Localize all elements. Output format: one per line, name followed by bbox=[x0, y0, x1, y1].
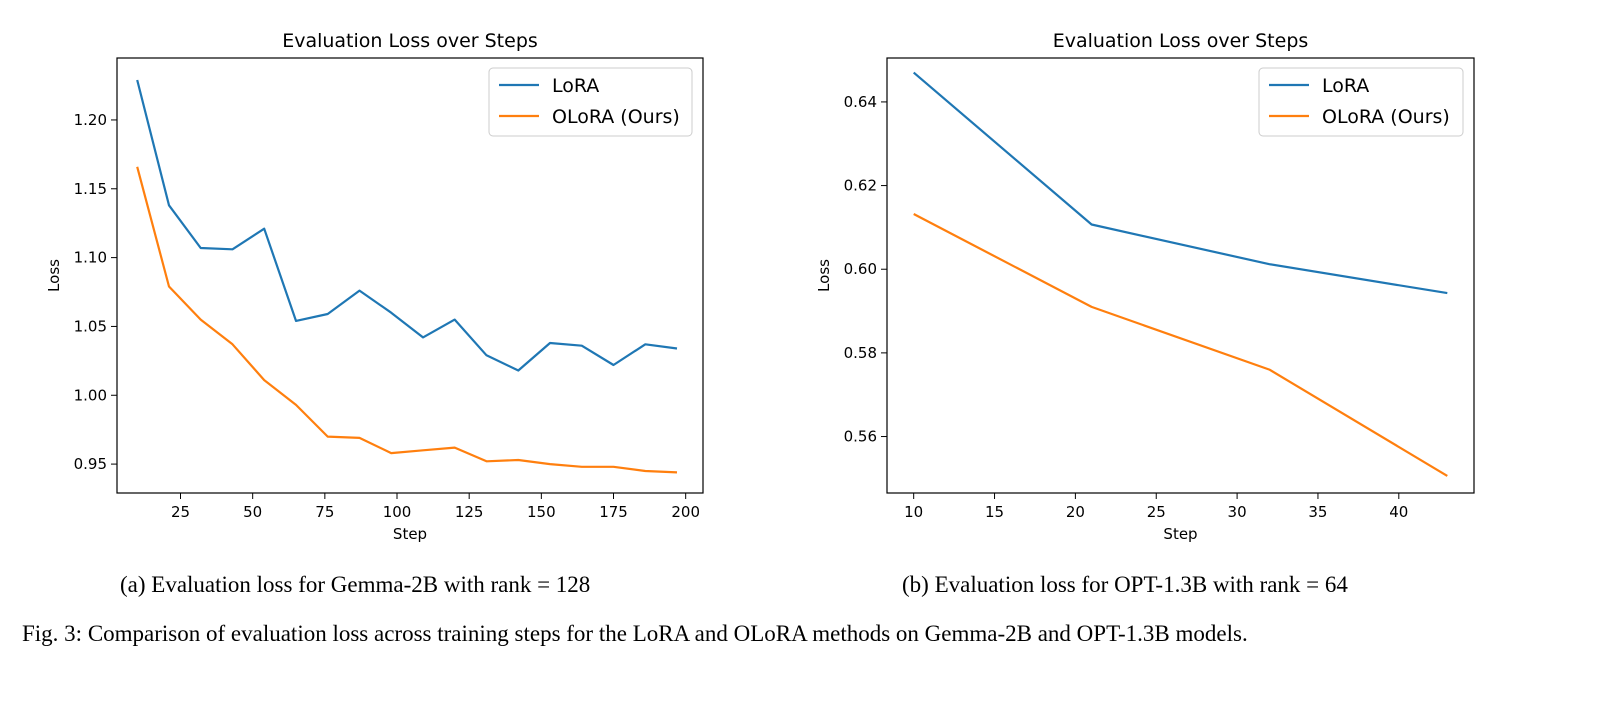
subcaption-b: (b) Evaluation loss for OPT-1.3B with ra… bbox=[902, 572, 1348, 597]
x-tick-label: 100 bbox=[383, 503, 412, 521]
y-tick-label: 0.95 bbox=[74, 455, 107, 473]
legend-label: LoRA bbox=[552, 75, 599, 97]
subcaption-a: (a) Evaluation loss for Gemma-2B with ra… bbox=[120, 572, 591, 597]
x-axis-label: Step bbox=[1163, 525, 1197, 543]
y-axis-label: Loss bbox=[815, 259, 833, 292]
legend: LoRA OLoRA (Ours) bbox=[1258, 67, 1464, 137]
legend-box bbox=[1258, 67, 1464, 137]
series-line-olora bbox=[913, 213, 1448, 477]
y-tick-label: 0.56 bbox=[844, 428, 877, 446]
x-tick-label: 35 bbox=[1308, 503, 1327, 521]
figure-caption: Fig. 3: Comparison of evaluation loss ac… bbox=[22, 621, 1248, 646]
x-tick-label: 175 bbox=[599, 503, 628, 521]
chart-gemma-2b: Evaluation Loss over Steps 25 50 75 100 125 15… bbox=[45, 30, 704, 543]
series-line-lora bbox=[912, 71, 1448, 295]
x-tick-label: 20 bbox=[1066, 503, 1085, 521]
x-tick-label: 125 bbox=[455, 503, 484, 521]
x-tick-label: 30 bbox=[1228, 503, 1247, 521]
plot-frame bbox=[886, 57, 1475, 494]
series-line-lora bbox=[136, 79, 678, 372]
x-tick-label: 50 bbox=[243, 503, 262, 521]
y-tick-label: 1.05 bbox=[74, 317, 107, 335]
y-tick-label: 0.60 bbox=[844, 260, 877, 278]
x-tick-label: 40 bbox=[1389, 503, 1408, 521]
legend: LoRA OLoRA (Ours) bbox=[488, 67, 693, 137]
y-tick-label: 1.10 bbox=[74, 249, 107, 267]
legend-box bbox=[488, 67, 693, 137]
legend-label: LoRA bbox=[1322, 75, 1369, 97]
plot-frame bbox=[116, 57, 704, 494]
x-tick-label: 15 bbox=[985, 503, 1004, 521]
series-line-olora bbox=[136, 166, 678, 474]
x-tick-label: 10 bbox=[904, 503, 923, 521]
y-tick-label: 1.20 bbox=[74, 111, 107, 129]
y-tick-label: 0.58 bbox=[844, 344, 877, 362]
chart-title: Evaluation Loss over Steps bbox=[282, 30, 538, 52]
chart-title: Evaluation Loss over Steps bbox=[1053, 30, 1309, 52]
y-tick-label: 0.62 bbox=[844, 177, 877, 195]
y-tick-label: 1.15 bbox=[74, 180, 107, 198]
x-tick-label: 200 bbox=[671, 503, 700, 521]
y-tick-label: 1.00 bbox=[74, 386, 107, 404]
x-tick-label: 150 bbox=[527, 503, 556, 521]
y-axis-label: Loss bbox=[45, 259, 63, 292]
y-tick-label: 0.64 bbox=[844, 93, 877, 111]
x-tick-label: 25 bbox=[171, 503, 190, 521]
x-tick-label: 25 bbox=[1147, 503, 1166, 521]
x-axis-label: Step bbox=[393, 525, 427, 543]
chart-opt-1-3b: Evaluation Loss over Steps 10 15 20 25 30 35 40… bbox=[815, 30, 1475, 543]
legend-label: OLoRA (Ours) bbox=[552, 106, 680, 128]
legend-label: OLoRA (Ours) bbox=[1322, 106, 1450, 128]
x-tick-label: 75 bbox=[315, 503, 334, 521]
